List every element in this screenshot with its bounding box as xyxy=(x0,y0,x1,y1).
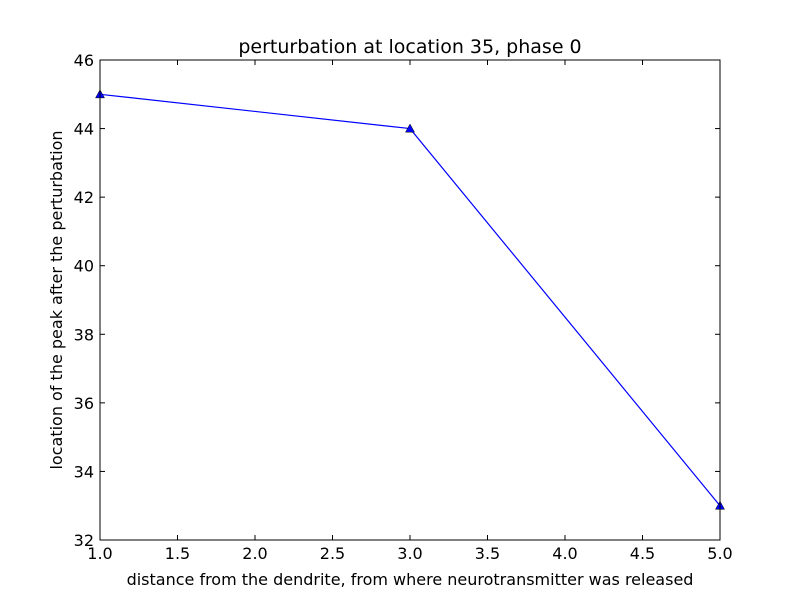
plot-frame xyxy=(99,59,721,541)
data-point-marker xyxy=(405,123,415,133)
y-tick-label: 36 xyxy=(74,394,94,413)
x-tick-label: 2.5 xyxy=(320,544,345,563)
x-tick-label: 1.5 xyxy=(165,544,190,563)
y-tick-label: 44 xyxy=(74,120,94,139)
plot-area xyxy=(95,89,725,510)
y-tick-label: 38 xyxy=(74,325,94,344)
y-tick-label: 32 xyxy=(74,531,94,550)
x-tick-label: 5.0 xyxy=(707,544,732,563)
x-tick-label: 2.0 xyxy=(242,544,267,563)
y-tick-label: 34 xyxy=(74,462,94,481)
series-line xyxy=(99,93,721,507)
y-tick-label: 42 xyxy=(74,188,94,207)
x-tick-label: 1.0 xyxy=(87,544,112,563)
x-axis-label: distance from the dendrite, from where n… xyxy=(127,570,694,589)
axis-ticks: 1.0 1.5 2.0 2.5 3.0 3.5 4.0 4.5 5.0 32 34 36 38 40 42 4… xyxy=(74,51,733,563)
y-tick-label: 46 xyxy=(74,51,94,70)
y-tick-label: 40 xyxy=(74,257,94,276)
x-tick-label: 4.5 xyxy=(630,544,655,563)
x-tick-label: 3.5 xyxy=(475,544,500,563)
x-tick-label: 3.0 xyxy=(397,544,422,563)
chart-title: perturbation at location 35, phase 0 xyxy=(238,36,581,58)
x-tick-label: 4.0 xyxy=(552,544,577,563)
y-axis-label: location of the peak after the perturbat… xyxy=(47,130,66,469)
